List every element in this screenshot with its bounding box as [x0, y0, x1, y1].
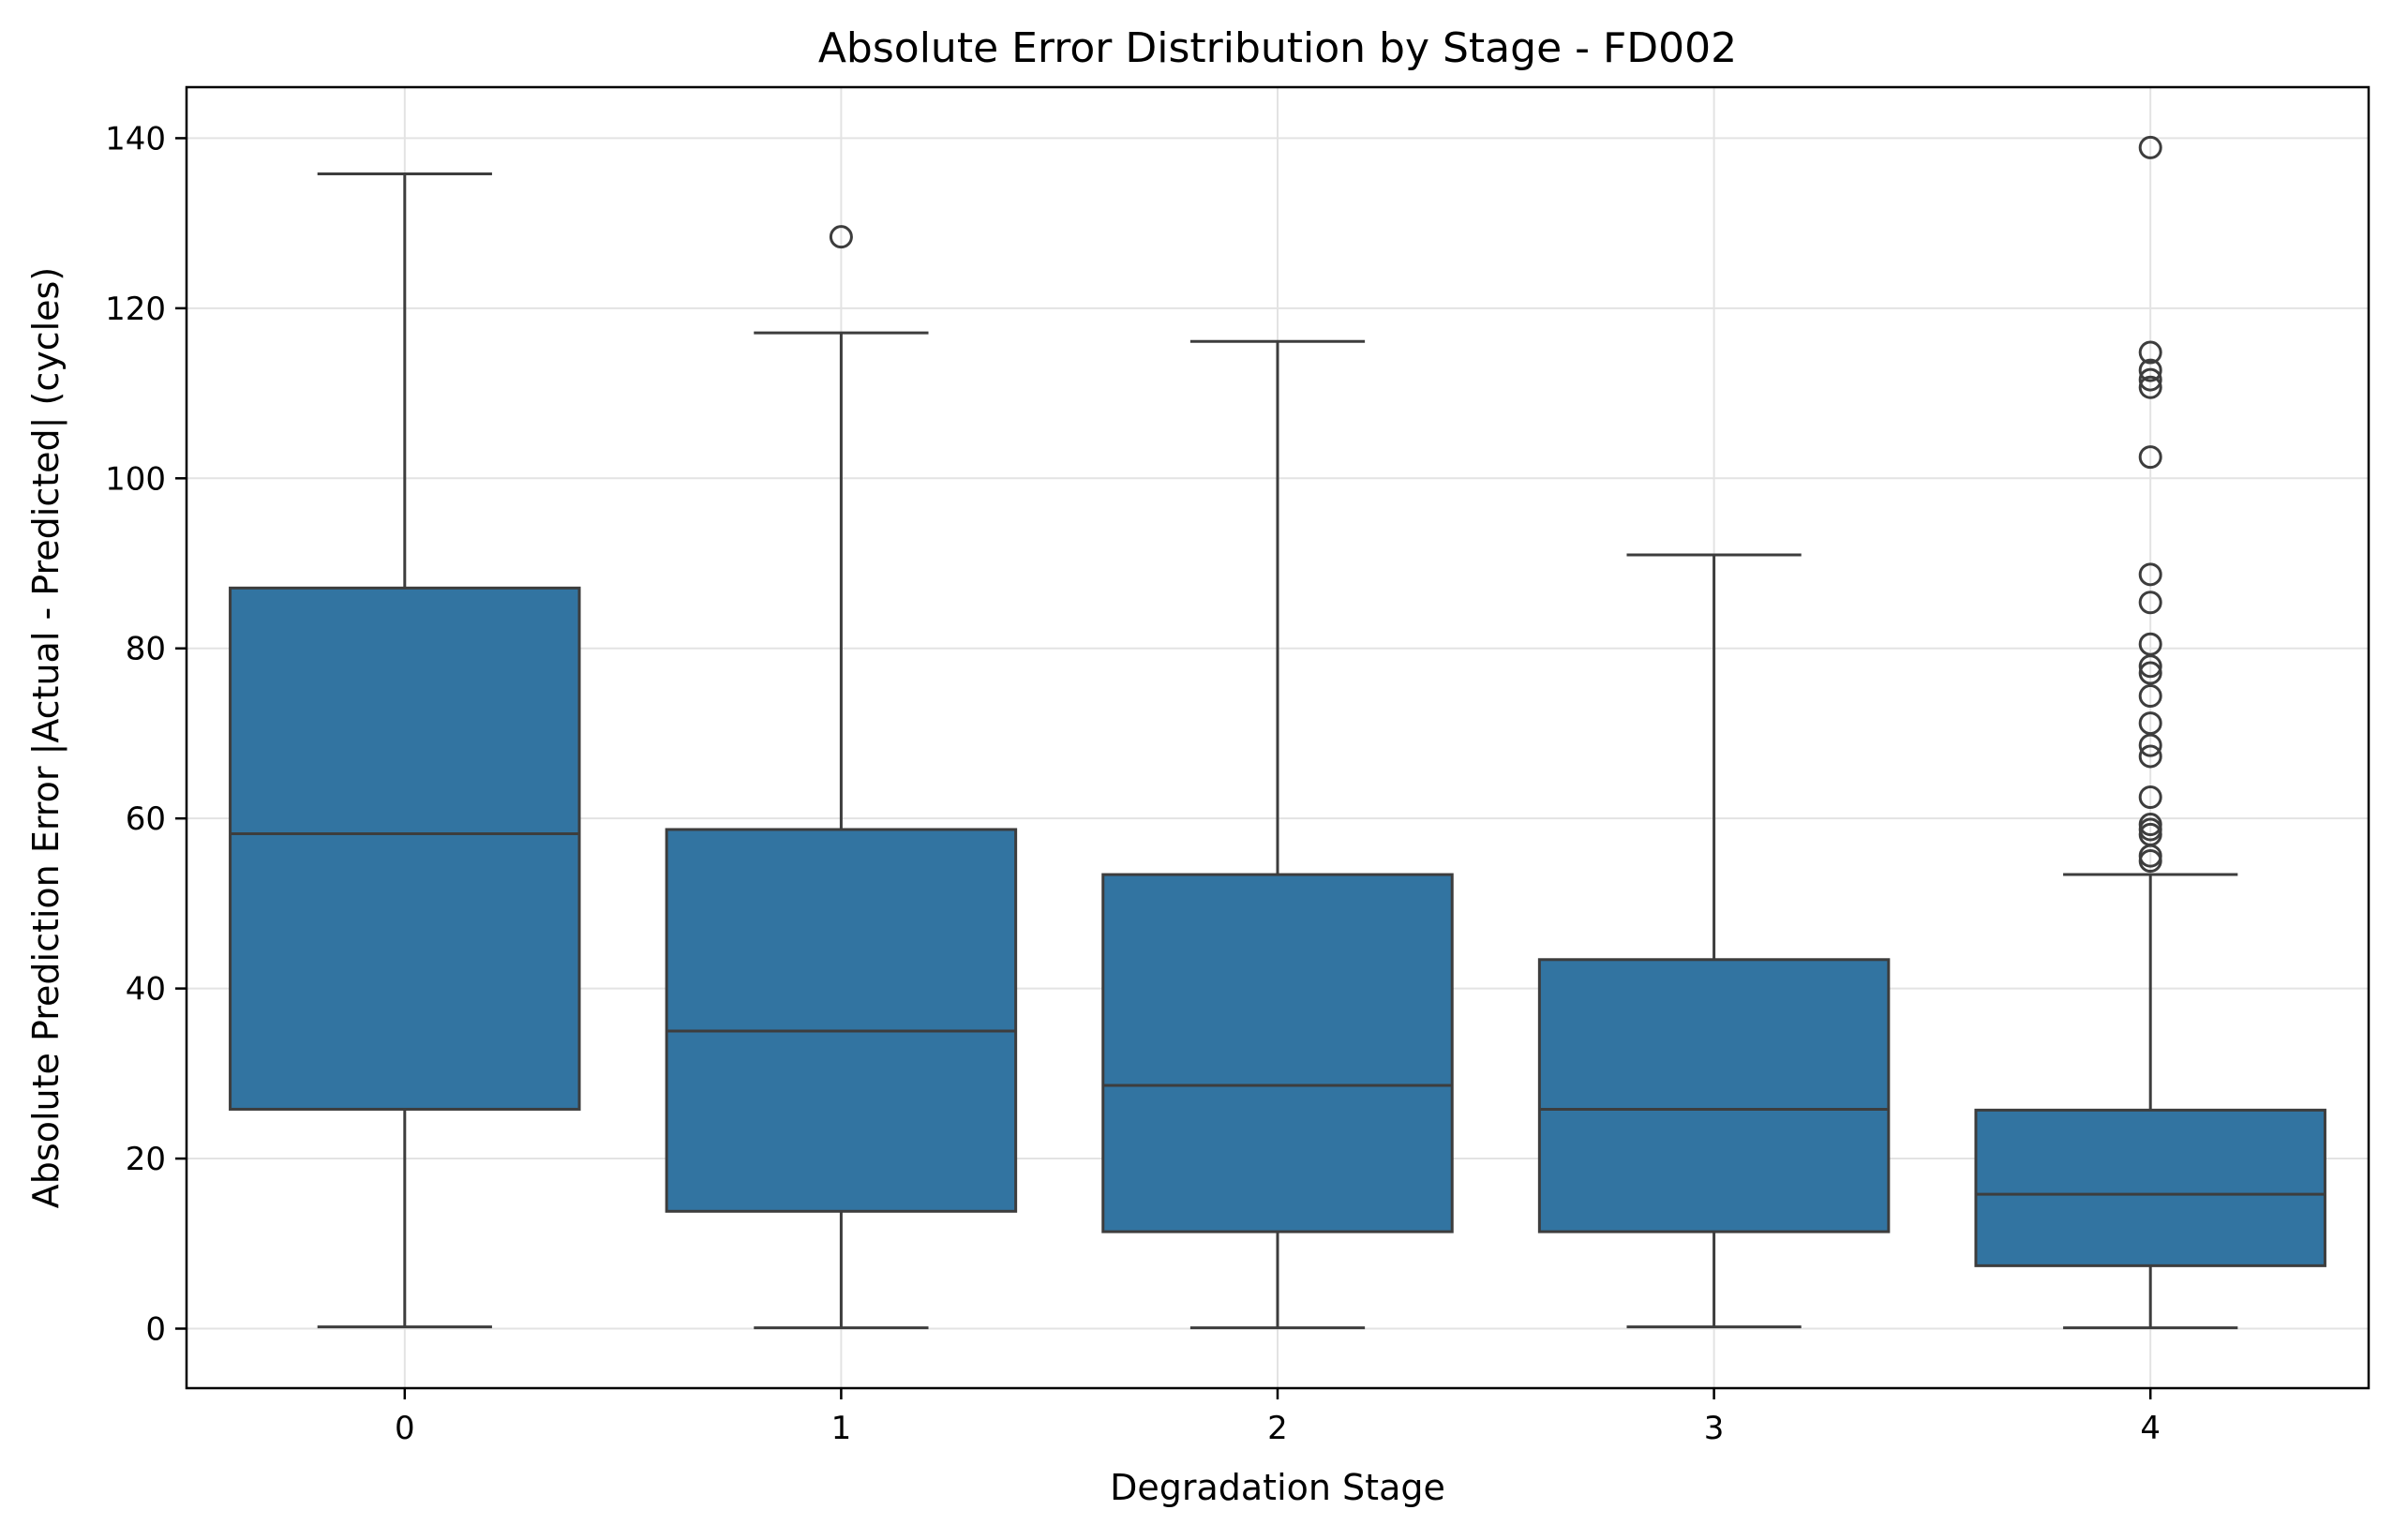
box-group-stage-3: [1537, 553, 1891, 1329]
outlier-point: [2138, 340, 2162, 365]
outlier-point: [2138, 785, 2162, 810]
outlier-point: [2138, 367, 2162, 392]
box-group-stage-2: [1101, 339, 1454, 1330]
y-axis-label: Absolute Prediction Error |Actual - Pred…: [25, 267, 67, 1208]
outlier-point: [2138, 744, 2162, 769]
iqr-box: [1101, 873, 1454, 1233]
outlier-point: [2138, 445, 2162, 470]
box-group-stage-1: [665, 225, 1018, 1330]
x-tick-label: 2: [1267, 1410, 1288, 1447]
outlier-point: [2138, 654, 2162, 679]
iqr-box: [665, 828, 1018, 1213]
y-tick-label: 0: [145, 1310, 166, 1348]
iqr-box: [229, 586, 581, 1111]
outlier-point: [2138, 358, 2162, 382]
outlier-point: [2138, 711, 2162, 736]
box-group-stage-4: [1974, 135, 2326, 1330]
box-group-stage-0: [229, 172, 581, 1329]
y-tick-label: 120: [105, 291, 166, 328]
chart-title: Absolute Error Distribution by Stage - F…: [818, 24, 1737, 72]
y-tick-label: 100: [105, 460, 166, 498]
x-axis-label: Degradation Stage: [1110, 1467, 1445, 1508]
y-tick-label: 80: [126, 631, 166, 668]
x-tick-label: 1: [831, 1410, 852, 1447]
outlier-point: [2138, 849, 2162, 874]
x-tick-label: 3: [1704, 1410, 1725, 1447]
outlier-point: [2138, 661, 2162, 685]
iqr-box: [1537, 958, 1891, 1233]
y-tick-label: 140: [105, 120, 166, 157]
outlier-point: [2138, 135, 2162, 159]
outlier-point: [2138, 632, 2162, 656]
outlier-point: [2138, 562, 2162, 587]
x-tick-label: 0: [395, 1410, 415, 1447]
outlier-point: [2138, 733, 2162, 757]
outlier-point: [2138, 684, 2162, 709]
boxes: [229, 135, 2326, 1330]
outlier-point: [2138, 375, 2162, 399]
outlier-point: [2138, 591, 2162, 615]
iqr-box: [1974, 1108, 2326, 1267]
y-tick-label: 60: [126, 800, 166, 838]
x-tick-label: 4: [2140, 1410, 2161, 1447]
y-tick-label: 40: [126, 971, 166, 1009]
outlier-point: [829, 225, 853, 249]
y-tick-label: 20: [126, 1141, 166, 1178]
ticks: 0 20 40 60 80 100 120 140 0 1 2 3 4: [105, 120, 2161, 1447]
